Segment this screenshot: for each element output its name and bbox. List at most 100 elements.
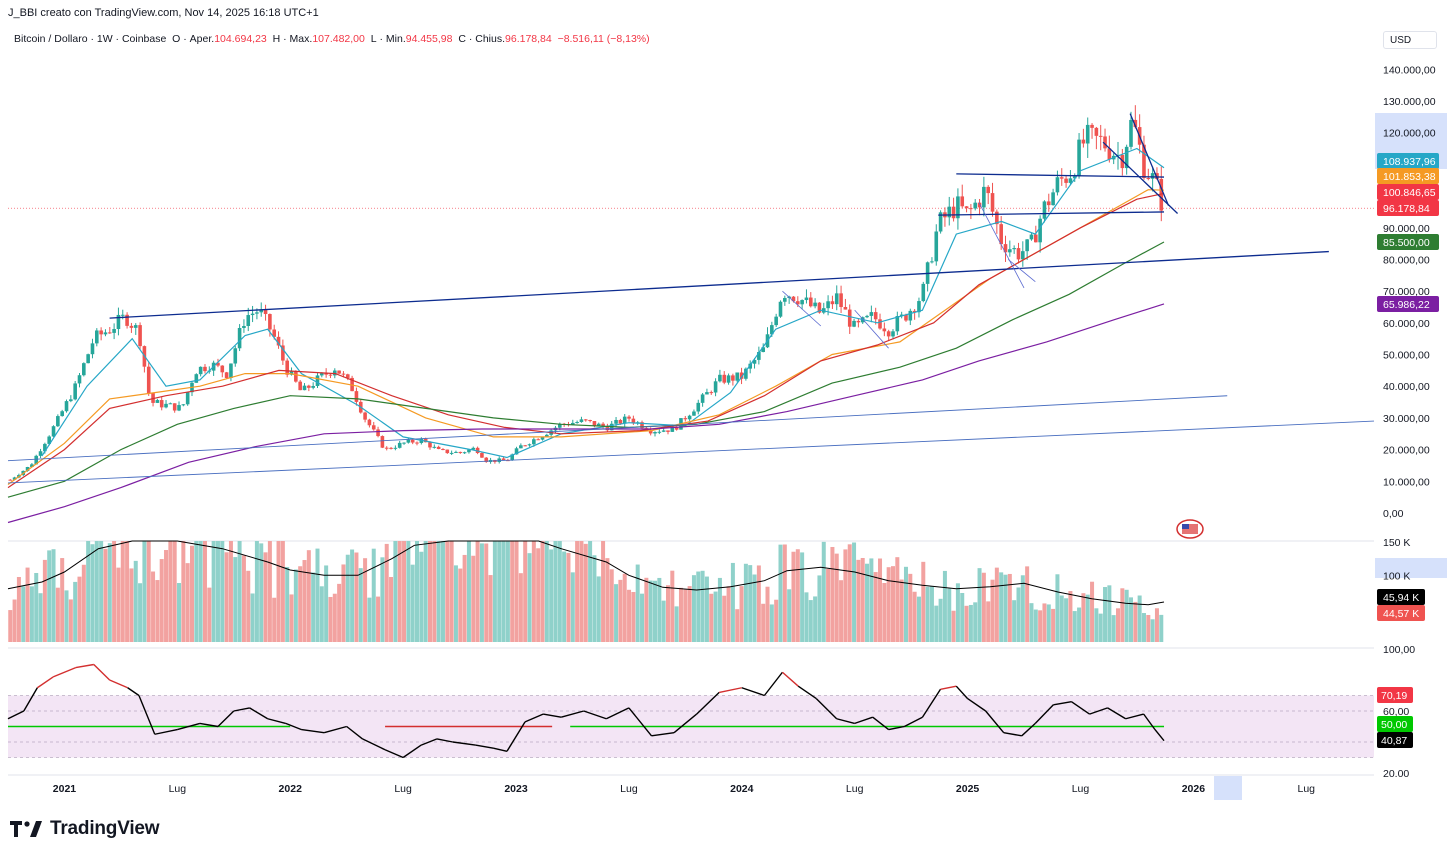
candle-body [540, 436, 545, 440]
trendline [782, 290, 822, 327]
candle-body [501, 458, 506, 461]
rsi-line-segment [233, 707, 250, 712]
volume-bar [81, 564, 86, 642]
volume-bar [453, 565, 458, 642]
volume-bar [345, 554, 350, 642]
candle-body [575, 422, 579, 424]
candle-body [545, 434, 549, 437]
volume-bar [1146, 614, 1151, 642]
rsi-line-segment [673, 713, 698, 734]
volume-bar [1055, 574, 1060, 642]
rsi-line-segment [452, 741, 476, 746]
volume-bar [960, 592, 965, 642]
rsi-line-segment [493, 747, 508, 752]
candle-body [878, 319, 882, 329]
volume-bar [34, 572, 39, 642]
volume-bar [648, 580, 653, 642]
volume-bar [415, 541, 420, 642]
candle-body [969, 208, 973, 210]
volume-bar [432, 541, 437, 642]
candle-body [428, 442, 432, 448]
volume-bar [60, 558, 65, 642]
volume-bar [103, 548, 108, 642]
candle-body [808, 297, 813, 307]
volume-bar [588, 541, 593, 642]
volume-bar [224, 552, 229, 642]
candle-body [1159, 178, 1164, 211]
candle-body [371, 425, 376, 430]
volume-bar [570, 572, 575, 642]
volume-bar [371, 548, 376, 642]
volume-bar [890, 566, 895, 642]
rsi-tag-bg [1377, 687, 1413, 703]
volume-bar [1107, 585, 1112, 642]
min-label: Min. [385, 33, 406, 45]
volume-bar [865, 563, 870, 642]
candle-body [259, 309, 264, 313]
candle-body [523, 445, 527, 447]
candle-body [666, 430, 670, 432]
time-axis-tick: Lug [1072, 783, 1090, 795]
volume-bar [609, 569, 614, 642]
price-tag: 85.500,00 [1383, 237, 1430, 249]
time-axis-tick: Lug [1297, 783, 1315, 795]
candle-body [1068, 178, 1073, 183]
volume-bar [458, 568, 463, 642]
volume-bar [717, 577, 722, 642]
candle-body [873, 312, 878, 320]
candle-body [912, 310, 917, 313]
volume-bar [172, 541, 177, 642]
rsi-line-segment [1143, 713, 1156, 731]
candle-body [384, 447, 389, 449]
volume-bar [1042, 603, 1047, 642]
volume-bar [942, 570, 947, 642]
candle-body [886, 331, 891, 337]
volume-bar [510, 541, 515, 642]
candle-body [415, 442, 419, 444]
volume-bar [328, 596, 333, 642]
volume-bar [938, 598, 943, 642]
volume-bar [77, 576, 82, 642]
candle-body [908, 310, 913, 321]
volume-bar [1103, 587, 1108, 642]
trendline [1129, 113, 1170, 206]
candle-body [471, 447, 476, 450]
candle-body [389, 447, 393, 449]
volume-bar [1111, 615, 1116, 642]
volume-bar [363, 558, 368, 642]
volume-bar [713, 591, 718, 642]
volume-bar [791, 551, 796, 642]
price-axis-tick: 60.000,00 [1383, 318, 1430, 330]
volume-bar [709, 593, 714, 642]
volume-bar [250, 593, 255, 642]
volume-bar [181, 541, 186, 642]
rsi-line-segment [741, 687, 765, 697]
candle-body [1016, 248, 1021, 260]
trendline [854, 309, 889, 349]
trendline [1007, 259, 1036, 282]
volume-bar [86, 541, 91, 642]
ma-line-ma-200 [7, 303, 1165, 524]
candle-body [1077, 139, 1081, 177]
us-flag-stripes [1182, 524, 1198, 534]
candle-body [406, 439, 411, 443]
volume-range-highlight [1375, 558, 1447, 578]
candle-body [705, 392, 709, 395]
candle-body [107, 332, 112, 334]
ma-line-ema-slow [7, 192, 1165, 489]
volume-bar [99, 541, 104, 642]
trendline [1102, 141, 1179, 214]
currency-selector[interactable]: USD [1383, 31, 1437, 49]
candle-body [592, 421, 597, 426]
volume-bar [189, 545, 194, 642]
volume-bar [475, 541, 480, 642]
candle-body [1046, 201, 1051, 206]
candle-body [445, 449, 450, 454]
volume-bar [1141, 613, 1146, 642]
candle-body [1008, 249, 1012, 253]
volume-bar [1059, 595, 1064, 642]
rsi-line-segment [475, 744, 494, 749]
candle-body [938, 212, 943, 232]
price-tag: 108.937,96 [1383, 156, 1436, 168]
